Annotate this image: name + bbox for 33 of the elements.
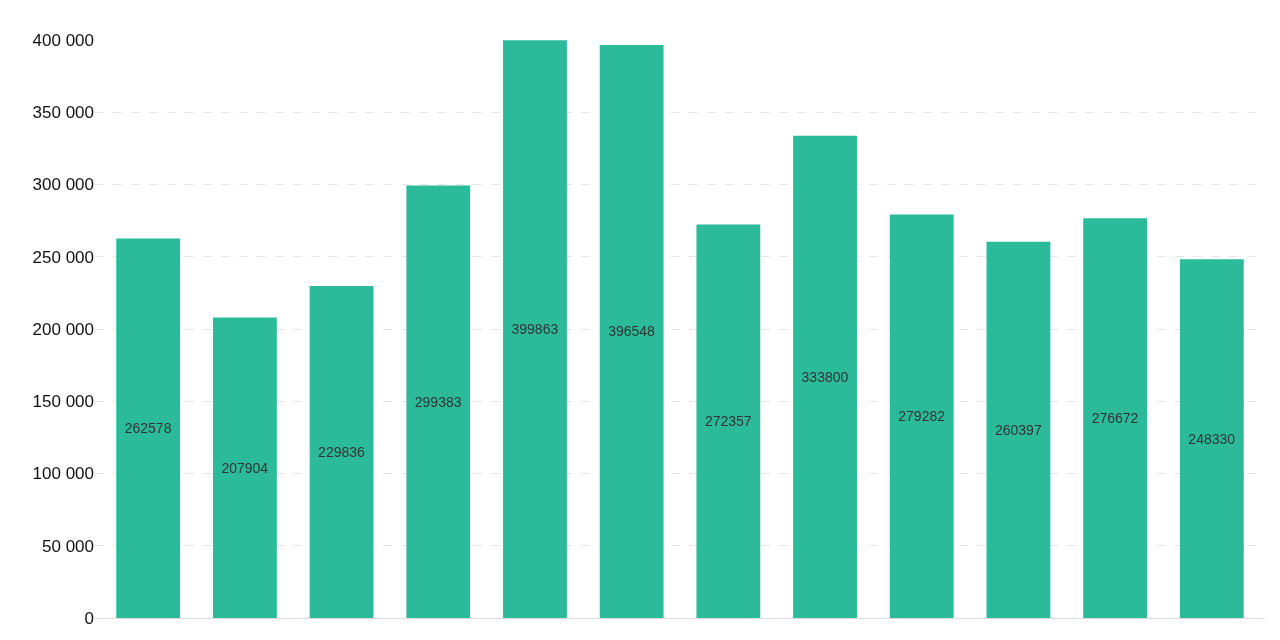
y-tick-label: 250 000 — [32, 247, 94, 267]
bar — [212, 317, 277, 618]
y-tick-label: 350 000 — [32, 103, 94, 123]
y-tick-label: 400 000 — [32, 30, 94, 50]
y-tick-label: 100 000 — [32, 464, 94, 484]
data-label: 207904 — [221, 459, 269, 476]
bar — [889, 214, 954, 618]
y-tick-label: 0 — [84, 608, 94, 628]
data-label: 276672 — [1091, 410, 1139, 427]
data-label: 333800 — [801, 368, 849, 385]
data-label: 262578 — [124, 420, 172, 437]
data-label: 279282 — [898, 408, 946, 425]
data-label: 399863 — [511, 321, 559, 338]
data-label: 229836 — [318, 443, 366, 460]
data-label: 248330 — [1188, 430, 1236, 447]
bar — [309, 285, 374, 618]
bar — [406, 185, 471, 618]
bar — [986, 241, 1051, 618]
y-tick-label: 200 000 — [32, 319, 94, 339]
data-label: 272357 — [704, 413, 752, 430]
bar — [793, 135, 857, 618]
bar — [116, 238, 181, 618]
bar — [696, 224, 761, 618]
y-tick-label: 300 000 — [32, 175, 94, 195]
y-tick-label: 150 000 — [32, 392, 94, 412]
bar — [1083, 218, 1148, 618]
data-label: 299383 — [414, 393, 462, 410]
bar — [599, 44, 664, 618]
bar — [503, 40, 567, 618]
data-label: 396548 — [608, 323, 656, 340]
bar — [1179, 259, 1244, 618]
y-tick-label: 50 000 — [42, 536, 94, 556]
data-label: 260397 — [994, 421, 1042, 438]
